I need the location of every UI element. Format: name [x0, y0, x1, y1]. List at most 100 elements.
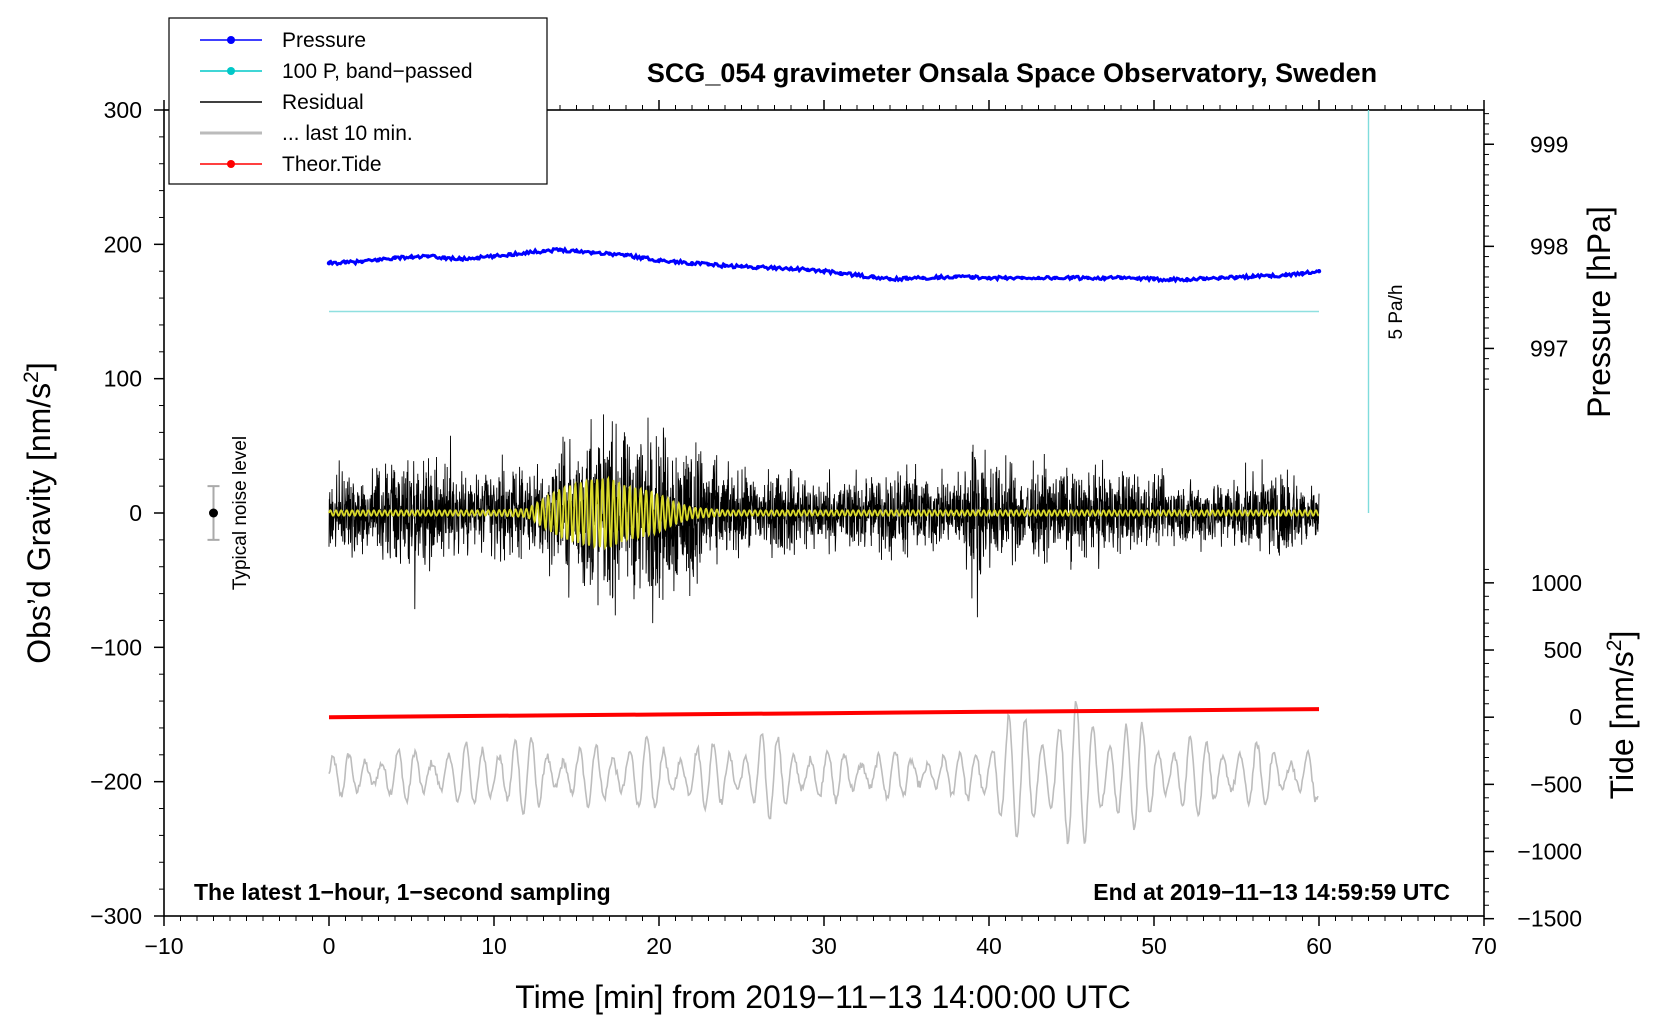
- y-axis-title-tide: Tide [nm/s2]: [1603, 631, 1640, 800]
- x-tick-label: 10: [481, 933, 507, 959]
- pressure-point: [1234, 275, 1239, 280]
- note-latest-hour: The latest 1−hour, 1−second sampling: [194, 879, 611, 905]
- pressure-point: [1300, 271, 1305, 276]
- pressure-tick-label: 998: [1530, 233, 1568, 259]
- y-axis-title-left: Obs’d Gravity [nm/s2]: [20, 362, 57, 664]
- ticks-layer: −10 0 10 20 30 40 50 60 70−300−200−1000100200300…: [90, 97, 1582, 959]
- pressure-point: [1118, 275, 1124, 281]
- pressure-point: [1267, 273, 1272, 279]
- tide-tick-label: −500: [1530, 771, 1582, 797]
- pressure-point: [755, 264, 761, 270]
- pressure-point: [359, 259, 365, 264]
- tide-tick-label: 1000: [1531, 570, 1582, 596]
- pressure-point: [442, 255, 447, 260]
- x-tick-label: 40: [976, 933, 1002, 959]
- pressure-point: [706, 262, 711, 267]
- rate-label: 5 Pa/h: [1386, 285, 1407, 340]
- legend-label: Pressure: [282, 29, 366, 52]
- tide-tick-label: −1500: [1517, 906, 1582, 932]
- pressure-point: [557, 247, 563, 252]
- y-tick-label: 200: [104, 231, 142, 257]
- pressure-point: [541, 248, 546, 254]
- legend-label: ... last 10 min.: [282, 122, 413, 145]
- pressure-point: [1135, 276, 1140, 281]
- series-pressure: [328, 246, 1319, 284]
- pressure-point: [788, 266, 794, 271]
- noise-dot: [209, 508, 218, 518]
- pressure-point: [953, 274, 959, 279]
- pressure-point: [607, 251, 612, 256]
- pressure-point: [871, 275, 876, 280]
- legend: Pressure 100 P, band−passed Residual ... la…: [168, 17, 548, 185]
- tide-tick-label: 0: [1569, 704, 1582, 730]
- pressure-point: [838, 271, 843, 276]
- series-last-10-min: [328, 700, 1319, 845]
- pressure-point: [1168, 277, 1173, 282]
- pressure-tick-label: 999: [1530, 131, 1568, 157]
- pressure-point: [491, 254, 497, 259]
- x-tick-label: 20: [646, 933, 672, 959]
- series-residual-bandpassed: [328, 475, 1320, 551]
- pressure-point: [722, 263, 728, 269]
- pressure-point: [689, 260, 695, 266]
- x-tick-label: 50: [1141, 933, 1167, 959]
- tide-tick-label: 500: [1544, 637, 1582, 663]
- pressure-point: [574, 248, 579, 254]
- pressure-point: [1217, 275, 1223, 281]
- pressure-point: [1316, 269, 1322, 274]
- pressure-point: [425, 254, 431, 259]
- pressure-point: [1102, 275, 1107, 281]
- series-residual: [328, 414, 1320, 624]
- pressure-point: [673, 259, 678, 264]
- pressure-point: [376, 257, 381, 262]
- pressure-point: [1184, 277, 1190, 282]
- pressure-point: [392, 255, 398, 260]
- y-tick-label: −100: [90, 634, 142, 660]
- pressure-point: [904, 276, 909, 281]
- pressure-point: [854, 273, 860, 278]
- series-theoretical-tide: [328, 707, 1320, 720]
- pressure-point: [1069, 275, 1074, 281]
- series-layer: [207, 110, 1370, 845]
- pressure-point: [986, 275, 992, 281]
- note-end-time: End at 2019−11−13 14:59:59 UTC: [1093, 879, 1450, 905]
- pressure-point: [970, 275, 975, 280]
- x-tick-label: 60: [1306, 933, 1332, 959]
- y-tick-label: −300: [90, 903, 142, 929]
- x-tick-label: −10: [144, 933, 183, 959]
- pressure-point: [524, 250, 530, 255]
- pressure-point: [1151, 277, 1157, 282]
- legend-label: 100 P, band−passed: [282, 60, 473, 83]
- pressure-tick-label: 997: [1530, 335, 1568, 361]
- legend-label: Theor.Tide: [282, 153, 382, 176]
- y-tick-label: 0: [129, 500, 142, 526]
- pressure-point: [1201, 276, 1206, 281]
- y-axis-title-pressure: Pressure [hPa]: [1581, 206, 1617, 418]
- pressure-point: [590, 250, 596, 255]
- pressure-point: [739, 264, 744, 269]
- x-tick-label: 0: [323, 933, 336, 959]
- pressure-point: [326, 260, 332, 266]
- pressure-point: [1250, 274, 1256, 279]
- legend-marker: [227, 36, 235, 44]
- pressure-point: [409, 254, 414, 260]
- tide-tick-label: −1000: [1517, 839, 1582, 865]
- pressure-point: [887, 277, 893, 282]
- y-tick-label: 300: [104, 97, 142, 123]
- pressure-point: [508, 252, 513, 257]
- pressure-point: [343, 260, 348, 265]
- legend-box: [168, 17, 548, 185]
- pressure-point: [1283, 273, 1289, 278]
- pressure-point: [1085, 275, 1091, 281]
- pressure-point: [623, 252, 629, 258]
- pressure-point: [458, 256, 464, 262]
- x-tick-label: 30: [811, 933, 837, 959]
- x-tick-label: 70: [1471, 933, 1497, 959]
- y-tick-label: −200: [90, 769, 142, 795]
- pressure-point: [805, 267, 810, 273]
- pressure-point: [920, 275, 926, 281]
- y-tick-label: 100: [104, 366, 142, 392]
- pressure-point: [821, 269, 827, 274]
- legend-marker: [227, 160, 235, 168]
